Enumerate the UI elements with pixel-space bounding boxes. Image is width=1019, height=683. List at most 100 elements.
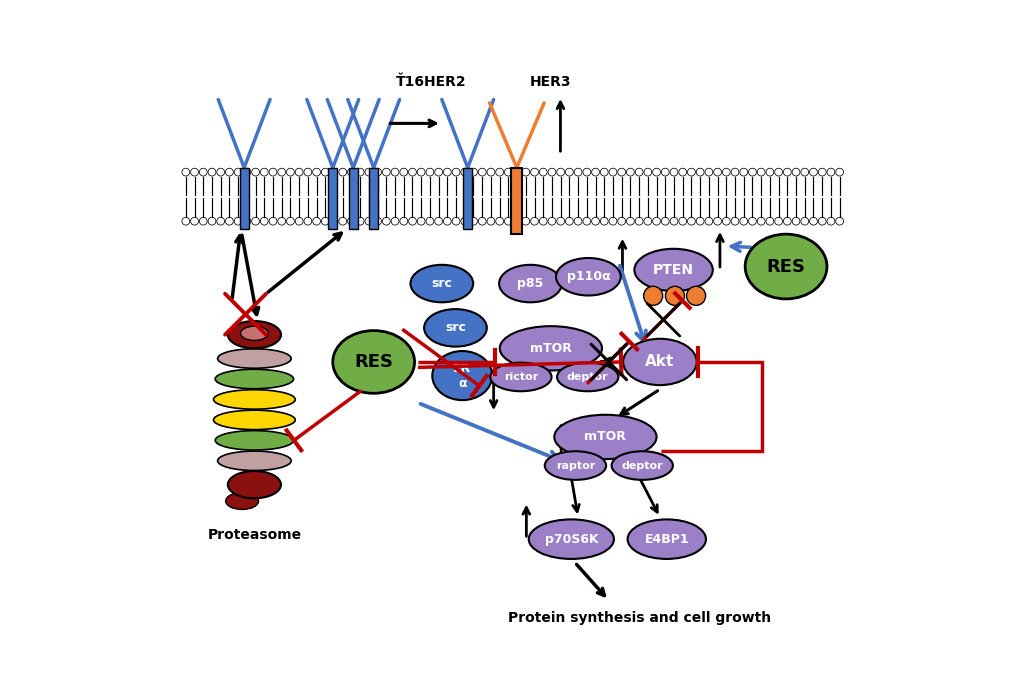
Circle shape <box>304 217 312 225</box>
Circle shape <box>669 217 678 225</box>
Ellipse shape <box>611 451 673 480</box>
Circle shape <box>373 217 381 225</box>
Ellipse shape <box>332 331 414 393</box>
Circle shape <box>835 217 843 225</box>
Circle shape <box>225 168 233 176</box>
Circle shape <box>547 168 555 176</box>
Circle shape <box>417 168 425 176</box>
Ellipse shape <box>424 309 486 346</box>
Circle shape <box>234 168 242 176</box>
Circle shape <box>817 217 825 225</box>
Circle shape <box>260 217 268 225</box>
Circle shape <box>679 217 686 225</box>
Circle shape <box>704 168 712 176</box>
Text: deptor: deptor <box>567 372 608 382</box>
Circle shape <box>618 217 625 225</box>
Ellipse shape <box>217 451 290 471</box>
Circle shape <box>365 168 372 176</box>
Circle shape <box>582 217 590 225</box>
Text: p70S6K: p70S6K <box>544 533 597 546</box>
Circle shape <box>765 217 773 225</box>
Text: ER
α: ER α <box>452 361 471 389</box>
Circle shape <box>582 168 590 176</box>
Circle shape <box>608 168 616 176</box>
Circle shape <box>269 168 276 176</box>
Circle shape <box>574 168 582 176</box>
Circle shape <box>513 217 521 225</box>
Bar <box>239 168 249 229</box>
Bar <box>348 168 358 229</box>
Circle shape <box>181 217 190 225</box>
Circle shape <box>451 168 460 176</box>
Ellipse shape <box>213 410 296 430</box>
Circle shape <box>461 217 468 225</box>
Circle shape <box>591 217 599 225</box>
Circle shape <box>269 217 276 225</box>
Circle shape <box>635 168 642 176</box>
Circle shape <box>208 217 216 225</box>
Circle shape <box>687 168 695 176</box>
Text: rictor: rictor <box>503 372 537 382</box>
Circle shape <box>243 217 251 225</box>
Circle shape <box>382 168 390 176</box>
Circle shape <box>809 217 816 225</box>
Circle shape <box>556 168 565 176</box>
Circle shape <box>191 168 199 176</box>
Text: deptor: deptor <box>621 460 662 471</box>
Circle shape <box>399 217 408 225</box>
Circle shape <box>294 168 303 176</box>
Bar <box>369 168 378 229</box>
Circle shape <box>338 168 346 176</box>
Circle shape <box>660 217 668 225</box>
Ellipse shape <box>490 363 551 391</box>
Circle shape <box>731 217 738 225</box>
Circle shape <box>365 217 372 225</box>
Circle shape <box>277 168 285 176</box>
Circle shape <box>478 217 486 225</box>
Circle shape <box>504 217 512 225</box>
Circle shape <box>181 168 190 176</box>
Circle shape <box>234 217 242 225</box>
Circle shape <box>565 217 573 225</box>
Circle shape <box>756 168 764 176</box>
Text: mTOR: mTOR <box>584 430 626 443</box>
Circle shape <box>356 217 364 225</box>
Circle shape <box>756 217 764 225</box>
Bar <box>463 168 472 229</box>
Circle shape <box>495 217 503 225</box>
Ellipse shape <box>215 370 293 389</box>
Circle shape <box>199 168 207 176</box>
Text: src: src <box>431 277 451 290</box>
Circle shape <box>826 168 834 176</box>
Circle shape <box>313 217 320 225</box>
Circle shape <box>399 168 408 176</box>
Ellipse shape <box>410 265 473 303</box>
Circle shape <box>486 168 494 176</box>
Ellipse shape <box>227 321 280 348</box>
Circle shape <box>774 217 782 225</box>
Circle shape <box>286 168 294 176</box>
Text: raptor: raptor <box>555 460 594 471</box>
Circle shape <box>539 217 546 225</box>
Ellipse shape <box>217 349 290 368</box>
Circle shape <box>434 217 442 225</box>
Circle shape <box>294 217 303 225</box>
Ellipse shape <box>528 519 613 559</box>
Circle shape <box>522 217 529 225</box>
Circle shape <box>721 168 730 176</box>
Circle shape <box>664 286 684 305</box>
Circle shape <box>390 168 398 176</box>
Circle shape <box>618 168 625 176</box>
Circle shape <box>835 168 843 176</box>
Ellipse shape <box>555 258 621 296</box>
Circle shape <box>608 217 616 225</box>
Circle shape <box>826 217 834 225</box>
Text: mTOR: mTOR <box>530 342 572 354</box>
Circle shape <box>504 168 512 176</box>
Ellipse shape <box>745 234 826 299</box>
Circle shape <box>530 217 538 225</box>
Circle shape <box>600 168 607 176</box>
Circle shape <box>286 217 294 225</box>
Ellipse shape <box>553 415 656 459</box>
Circle shape <box>713 168 720 176</box>
